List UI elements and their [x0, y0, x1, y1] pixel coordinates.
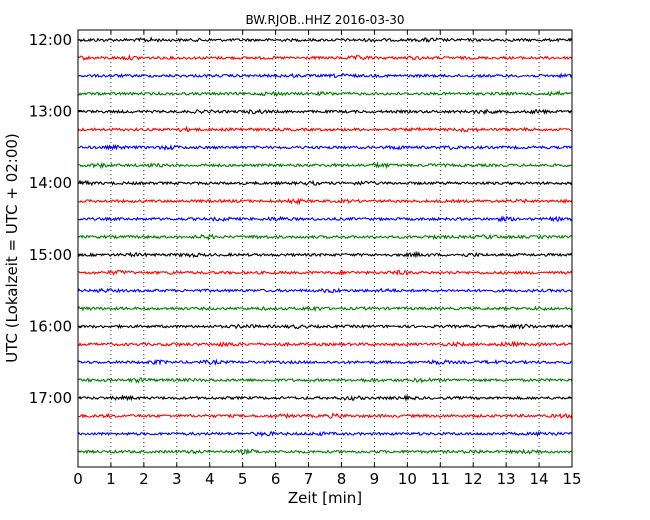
y-tick-label: 16:00 [29, 317, 72, 335]
trace-1330 [77, 143, 573, 152]
x-axis-label: Zeit [min] [288, 489, 362, 507]
x-tick-label: 2 [139, 470, 149, 488]
y-tick-label: 15:00 [29, 246, 72, 264]
x-tick-labels: 0 1 2 3 4 5 6 7 8 9 10 11 12 13 14 15 [73, 470, 581, 488]
trace-1315 [77, 125, 573, 133]
x-tick-label: 9 [370, 470, 380, 488]
trace-1345 [77, 161, 573, 170]
trace-1415 [77, 197, 573, 206]
x-tick-label: 13 [497, 470, 516, 488]
x-tick-label: 3 [172, 470, 182, 488]
trace-1700 [77, 394, 573, 403]
x-tick-label: 8 [337, 470, 347, 488]
trace-1545 [77, 305, 573, 313]
y-tick-label: 12:00 [29, 31, 72, 49]
trace-1400 [77, 179, 573, 187]
chart-title: BW.RJOB..HHZ 2016-03-30 [245, 13, 404, 27]
trace-1745 [77, 448, 573, 456]
plot-frame [77, 29, 573, 468]
x-tick-label: 14 [530, 470, 549, 488]
axis-ticks [77, 30, 573, 467]
trace-1200 [77, 36, 573, 44]
y-tick-label: 13:00 [29, 103, 72, 121]
x-tick-label: 1 [106, 470, 116, 488]
trace-1615 [77, 340, 573, 348]
trace-1430 [77, 215, 573, 223]
x-tick-label: 10 [398, 470, 417, 488]
trace-1630 [77, 358, 573, 366]
grid-lines [110, 30, 540, 467]
trace-1215 [77, 54, 573, 61]
x-tick-label: 7 [304, 470, 314, 488]
x-tick-label: 11 [431, 470, 450, 488]
trace-1445 [77, 233, 573, 241]
x-tick-label: 5 [238, 470, 248, 488]
trace-1730 [77, 431, 573, 438]
trace-1500 [77, 250, 573, 259]
x-tick-label: 12 [464, 470, 483, 488]
trace-1300 [77, 108, 573, 116]
x-tick-label: 6 [271, 470, 281, 488]
trace-1600 [77, 323, 573, 330]
trace-1245 [77, 89, 573, 98]
y-tick-label: 17:00 [29, 389, 72, 407]
x-tick-label: 4 [205, 470, 215, 488]
seismogram-traces [77, 36, 573, 456]
trace-1645 [77, 377, 573, 384]
x-tick-label: 15 [562, 470, 581, 488]
y-tick-label: 14:00 [29, 174, 72, 192]
trace-1530 [77, 287, 573, 294]
trace-1515 [77, 269, 573, 277]
y-axis-label: UTC (Lokalzeit = UTC + 02:00) [3, 133, 21, 363]
trace-1230 [77, 72, 573, 79]
y-tick-labels: 12:00 13:00 14:00 15:00 16:00 17:00 [29, 31, 72, 407]
trace-1715 [77, 412, 573, 420]
x-tick-label: 0 [73, 470, 83, 488]
